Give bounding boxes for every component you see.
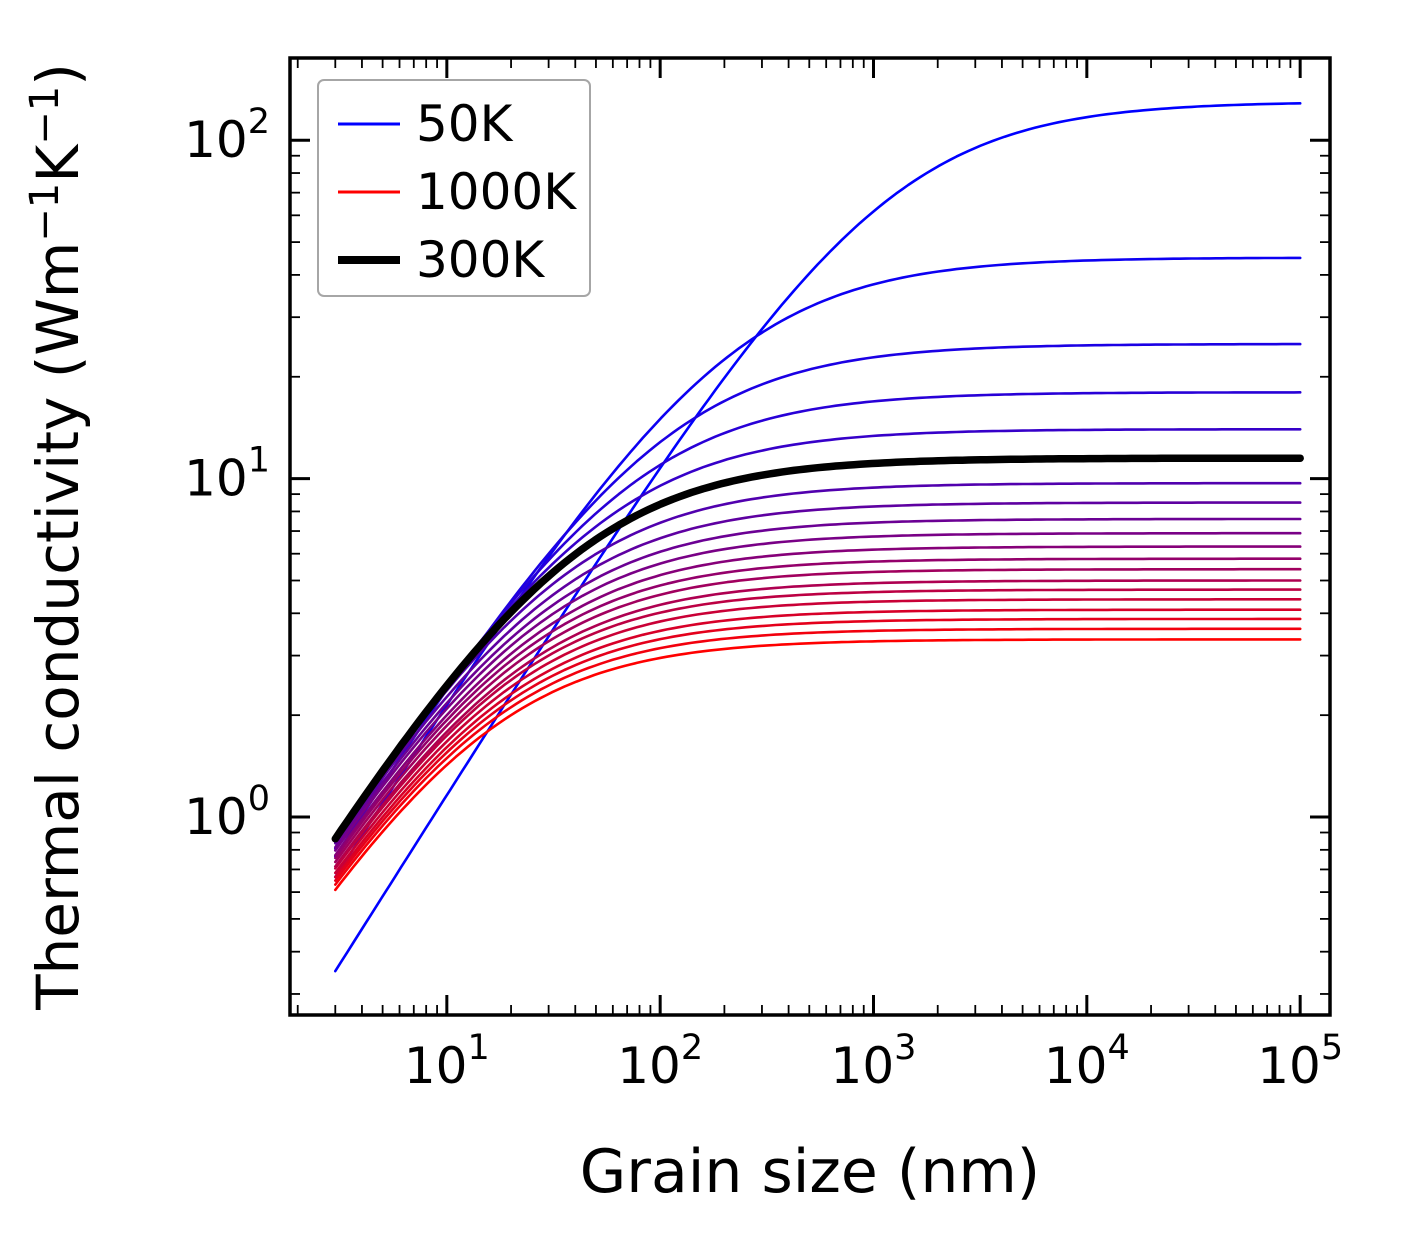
legend-box <box>317 79 591 297</box>
y-axis-tick-label: 102 <box>184 102 270 169</box>
legend-entry-300K: 300K <box>338 231 545 289</box>
series-line-650K <box>334 567 1302 864</box>
series-line-600K <box>334 557 1302 860</box>
legend-label-1000K: 1000K <box>416 163 577 221</box>
x-axis-tick-label: 101 <box>404 1028 490 1095</box>
series-line-950K <box>334 627 1302 886</box>
y-axis-tick-label: 100 <box>184 779 270 846</box>
series-line-350K <box>334 481 1302 842</box>
series-line-750K <box>334 588 1302 870</box>
x-axis-label: Grain size (nm) <box>580 1137 1040 1207</box>
series-line-300K <box>331 454 1304 843</box>
legend-entry-1000K: 1000K <box>338 163 577 221</box>
series-line-700K <box>334 579 1302 868</box>
series-line-550K <box>334 545 1302 857</box>
y-axis-tick-labels: 100 101 102 <box>184 102 270 846</box>
series-line-500K <box>334 531 1302 852</box>
x-axis-tick-label: 104 <box>1044 1028 1130 1095</box>
series-line-800K <box>334 598 1302 875</box>
legend-label-50K: 50K <box>416 95 514 153</box>
legend-entry-50K: 50K <box>338 95 514 153</box>
data-curves <box>331 102 1304 973</box>
series-line-400K <box>334 501 1302 845</box>
x-axis-tick-label: 102 <box>617 1028 703 1095</box>
axes-frame <box>288 56 1332 1017</box>
series-line-450K <box>334 517 1302 849</box>
x-axis-tick-label: 105 <box>1257 1028 1343 1095</box>
series-line-900K <box>334 617 1302 882</box>
series-line-200K <box>334 391 1302 850</box>
x-axis-tick-label: 103 <box>831 1028 917 1095</box>
y-axis-tick-label: 101 <box>184 441 270 508</box>
series-line-850K <box>334 608 1302 879</box>
x-axis-tick-labels: 101 102 103 104 105 <box>404 1028 1343 1095</box>
y-axis-label: Thermal conductivity (Wm−1K−1) <box>22 63 92 1011</box>
legend-label-300K: 300K <box>416 231 545 289</box>
series-line-1000K <box>334 638 1302 892</box>
legend: 50K 1000K 300K <box>317 79 591 297</box>
